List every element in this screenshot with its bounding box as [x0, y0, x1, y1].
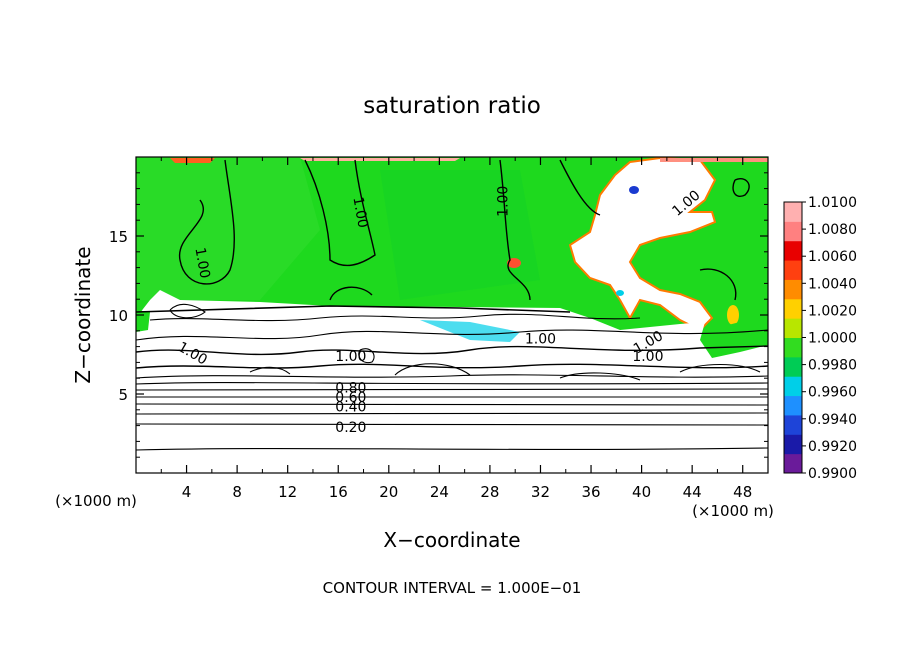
colorbar: 1.0100 1.0080 1.0060 1.0040 1.0020 1.0000 0.99… — [783, 195, 857, 482]
contour-label: 1.00 — [191, 246, 212, 279]
colorbar-swatch — [784, 240, 802, 261]
y-tick-label: 5 — [118, 386, 128, 404]
contour-label: 0.80 — [335, 381, 366, 397]
colorbar-swatch — [784, 279, 802, 300]
colorbar-swatch — [784, 376, 802, 397]
x-axis-unit-left: (×1000 m) — [55, 492, 137, 510]
contour-label: 1.00 — [496, 186, 512, 217]
field-variation — [136, 157, 320, 300]
x-tick-label: 12 — [278, 483, 297, 501]
contour-label-group: 0.20 — [335, 420, 366, 436]
subsaturated-region-upper — [568, 157, 717, 332]
colorbar-swatch — [784, 298, 802, 319]
colorbar-swatch — [784, 453, 802, 474]
contour-label-group: 1.00 — [349, 196, 370, 229]
x-tick-label: 16 — [329, 483, 348, 501]
contour-label-group: 0.80 — [335, 381, 366, 397]
x-axis-ticks: 4 8 12 16 20 24 28 32 36 40 44 48 — [160, 157, 752, 501]
colorbar-label: 0.9900 — [808, 466, 857, 482]
x-tick-label: 36 — [581, 483, 600, 501]
y-tick-label: 15 — [109, 228, 128, 246]
colorbar-swatch — [784, 202, 802, 222]
colorbar-label: 1.0020 — [808, 303, 857, 319]
colorbar-label: 1.0100 — [808, 195, 857, 211]
colorbar-swatch — [784, 414, 802, 435]
x-tick-label: 24 — [430, 483, 449, 501]
x-tick-label: 4 — [182, 483, 192, 501]
colorbar-swatch — [784, 260, 802, 280]
x-tick-label: 44 — [683, 483, 702, 501]
colorbar-swatch — [784, 337, 802, 358]
colorbar-swatch — [784, 395, 802, 416]
contour-label-group: 1.00 — [525, 332, 556, 348]
supersaturated-band-top — [660, 158, 768, 162]
contour-label: 0.40 — [335, 400, 366, 416]
x-axis-unit-right: (×1000 m) — [692, 502, 774, 520]
subsaturated-region-lower — [136, 290, 768, 473]
upper-contours — [179, 159, 750, 301]
lower-contours — [136, 303, 768, 451]
x-tick-label: 20 — [379, 483, 398, 501]
field-variation — [380, 170, 540, 300]
colorbar-swatch — [784, 221, 802, 242]
contour-label: 1.00 — [525, 332, 556, 348]
contour-label-group: 1.00 — [632, 349, 663, 365]
colorbar-label: 0.9960 — [808, 385, 857, 401]
contour-label: 1.00 — [349, 196, 370, 229]
x-tick-label: 28 — [480, 483, 499, 501]
contour-label: 0.20 — [335, 420, 366, 436]
contour-label-group: 1.00 — [496, 186, 512, 217]
colorbar-swatch — [784, 356, 802, 377]
field-edge-accent — [420, 320, 520, 342]
subsaturated-spot — [629, 186, 639, 194]
supersaturated-band-top — [170, 158, 215, 163]
supersaturated-band-top — [300, 158, 460, 161]
y-axis-label: Z−coordinate — [71, 246, 95, 383]
colorbar-label: 1.0040 — [808, 276, 857, 292]
x-tick-label: 48 — [733, 483, 752, 501]
colorbar-label: 1.0060 — [808, 249, 857, 265]
colorbar-label: 0.9920 — [808, 439, 857, 455]
contour-label-group: 1.00 — [335, 349, 366, 365]
contour-label-group: 0.60 — [335, 390, 366, 406]
x-tick-label: 40 — [632, 483, 651, 501]
x-tick-label: 32 — [531, 483, 550, 501]
subsaturated-spot — [616, 290, 624, 296]
colorbar-label: 1.0080 — [808, 222, 857, 238]
contour-interval-footer: CONTOUR INTERVAL = 1.000E−01 — [323, 579, 582, 597]
colorbar-label: 1.0000 — [808, 331, 857, 347]
colorbar-label: 0.9940 — [808, 412, 857, 428]
contour-label: 1.00 — [632, 349, 663, 365]
y-axis-ticks: 5 10 15 — [109, 172, 768, 458]
colorbar-swatch — [784, 318, 802, 338]
contour-label: 0.60 — [335, 390, 366, 406]
plot-area — [136, 157, 768, 473]
x-axis-label: X−coordinate — [383, 528, 520, 552]
x-tick-label: 8 — [232, 483, 242, 501]
contour-label-group: 0.40 — [335, 400, 366, 416]
contour-label: 1.00 — [335, 349, 366, 365]
colorbar-swatch — [784, 434, 802, 455]
colorbar-label: 0.9980 — [808, 358, 857, 374]
chart-title: saturation ratio — [363, 93, 541, 119]
supersaturated-spot — [727, 305, 739, 325]
y-tick-label: 10 — [109, 307, 128, 325]
contour-label-group: 1.00 — [191, 246, 212, 279]
field-edge-accent — [136, 310, 150, 332]
